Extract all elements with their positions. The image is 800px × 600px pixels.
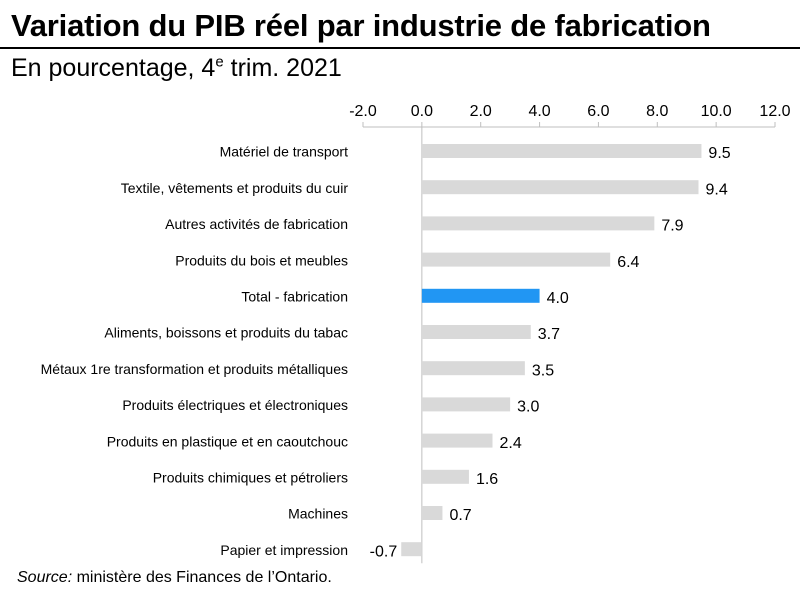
- data-label: 1.6: [476, 471, 498, 488]
- category-label: Papier et impression: [220, 542, 348, 558]
- source-text: ministère des Finances de l’Ontario.: [72, 569, 332, 586]
- category-label: Total - fabrication: [241, 289, 348, 305]
- bar: [401, 542, 422, 557]
- data-label: 2.4: [499, 435, 521, 452]
- source-label: Source:: [17, 569, 73, 586]
- category-label: Métaux 1re transformation et produits mé…: [41, 361, 348, 377]
- x-tick-label: 4.0: [528, 103, 550, 120]
- data-label: 9.5: [708, 145, 730, 162]
- chart-subtitle: En pourcentage, 4e trim. 2021: [11, 54, 342, 83]
- data-label: 9.4: [705, 181, 727, 198]
- category-label: Aliments, boissons et produits du tabac: [104, 325, 348, 341]
- data-label: 0.7: [449, 507, 471, 524]
- category-label: Produits du bois et meubles: [175, 252, 348, 268]
- bar: [421, 144, 702, 158]
- x-tick-label: 2.0: [470, 103, 492, 120]
- subtitle-rest: trim. 2021: [223, 54, 342, 82]
- bar: [421, 325, 531, 339]
- subtitle-main: En pourcentage, 4: [11, 54, 216, 82]
- data-label: 6.4: [617, 254, 639, 271]
- bar: [421, 469, 469, 484]
- category-label: Autres activités de fabrication: [165, 216, 348, 232]
- x-tick-label: 12.0: [759, 103, 790, 120]
- subtitle-superscript: e: [215, 53, 224, 71]
- data-label: -0.7: [370, 543, 398, 560]
- category-label: Produits en plastique et en caoutchouc: [107, 433, 348, 449]
- bar: [421, 252, 611, 267]
- chart-title: Variation du PIB réel par industrie de f…: [11, 8, 711, 43]
- category-label: Produits chimiques et pétroliers: [153, 470, 348, 486]
- data-label: 3.5: [532, 362, 554, 379]
- x-tick-label: 0.0: [411, 103, 433, 120]
- data-label: 7.9: [661, 218, 683, 235]
- bar: [421, 180, 699, 195]
- title-divider: [0, 47, 800, 49]
- data-label: 3.7: [538, 326, 560, 343]
- bar: [421, 361, 525, 376]
- x-tick-label: 10.0: [701, 103, 732, 120]
- category-label: Matériel de transport: [220, 144, 349, 160]
- bar: [421, 433, 493, 448]
- category-label: Textile, vêtements et produits du cuir: [121, 180, 349, 196]
- x-tick-label: 8.0: [646, 103, 668, 120]
- bar: [421, 216, 655, 231]
- data-label: 3.0: [517, 399, 539, 416]
- bar: [421, 397, 511, 412]
- category-label: Machines: [288, 506, 348, 522]
- x-tick-label: 6.0: [587, 103, 609, 120]
- x-tick-label: -2.0: [349, 103, 377, 120]
- data-label: 4.0: [547, 290, 569, 307]
- bar: [421, 288, 540, 303]
- category-label: Produits électriques et électroniques: [122, 397, 348, 413]
- bar: [421, 506, 443, 520]
- source-note: Source: ministère des Finances de l’Onta…: [17, 569, 332, 587]
